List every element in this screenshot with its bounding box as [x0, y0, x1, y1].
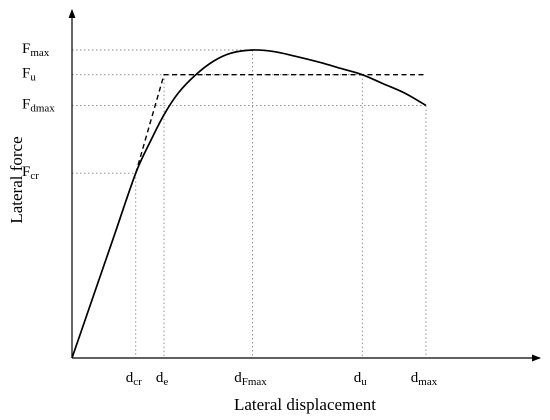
- x-tick-base: d: [234, 370, 242, 386]
- y-tick-sub: cr: [30, 170, 39, 182]
- series-bilinear-line: [135, 73, 426, 174]
- series-curve-line: [71, 49, 427, 359]
- y-tick-fmax: Fmax: [22, 41, 50, 59]
- x-tick-base: d: [411, 370, 419, 386]
- x-tick-labels: dcr de dFmax du dmax: [126, 370, 438, 388]
- x-tick-sub: u: [361, 376, 367, 388]
- y-tick-fu: Fu: [22, 66, 36, 84]
- x-tick-sub: e: [163, 376, 168, 388]
- x-tick-sub: Fmax: [242, 376, 268, 388]
- x-tick-base: d: [126, 370, 134, 386]
- x-tick-base: d: [354, 370, 362, 386]
- y-tick-base: F: [22, 164, 30, 180]
- x-tick-dmax: dmax: [411, 370, 438, 388]
- series-layer: [71, 49, 427, 359]
- y-tick-base: F: [22, 41, 30, 57]
- y-tick-base: F: [22, 96, 30, 112]
- x-tick-base: d: [156, 370, 164, 386]
- y-tick-fdmax: Fdmax: [22, 96, 55, 114]
- y-tick-base: F: [22, 66, 30, 82]
- y-tick-fcr: Fcr: [22, 164, 39, 182]
- y-axis-title: Lateral force: [7, 136, 26, 223]
- x-axis-title: Lateral displacement: [234, 395, 376, 414]
- x-tick-sub: max: [418, 376, 437, 388]
- x-tick-dcr: dcr: [126, 370, 142, 388]
- x-tick-de: de: [156, 370, 169, 388]
- y-tick-sub: max: [30, 47, 49, 59]
- y-tick-sub: dmax: [30, 102, 55, 114]
- x-tick-dfmax: dFmax: [234, 370, 267, 388]
- y-tick-sub: u: [30, 72, 36, 84]
- x-tick-sub: cr: [133, 376, 142, 388]
- x-tick-du: du: [354, 370, 368, 388]
